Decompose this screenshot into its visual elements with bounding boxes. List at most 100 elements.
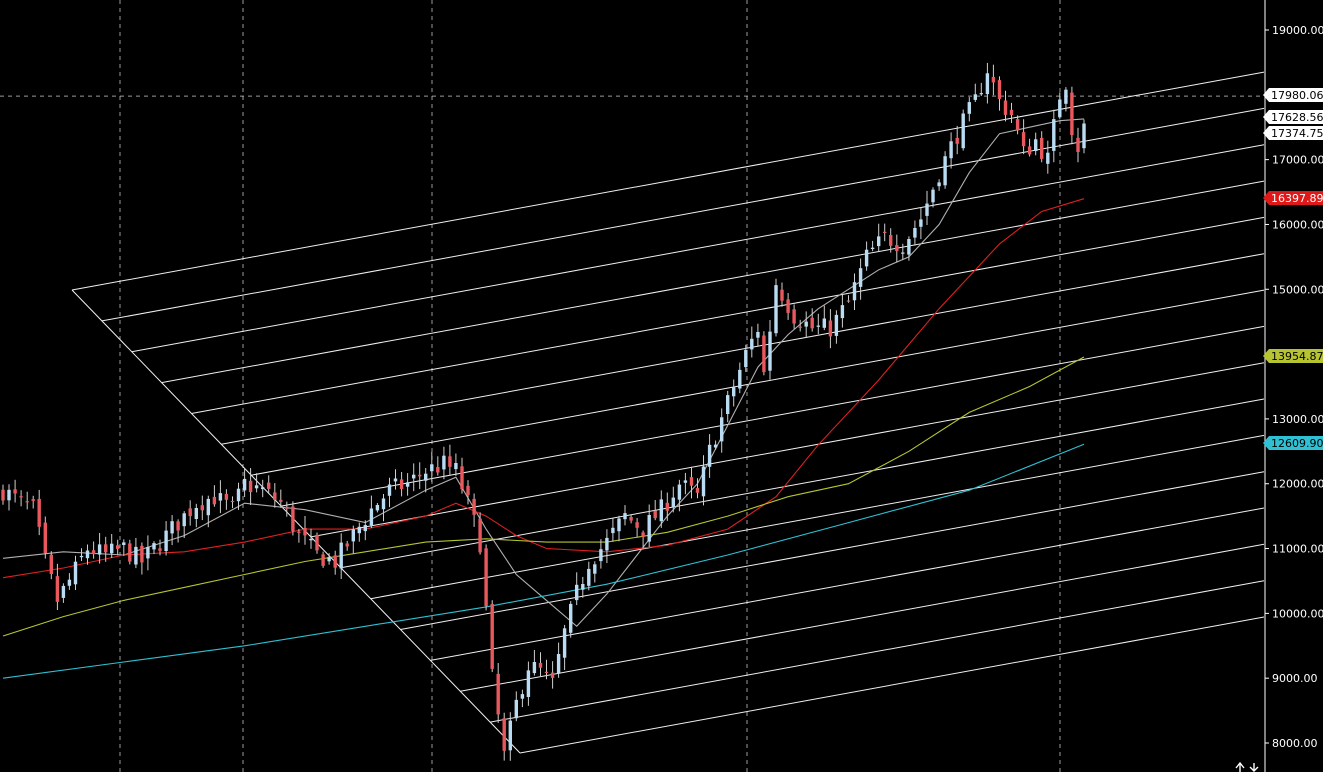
candle-down (478, 518, 482, 553)
candle-up (870, 247, 875, 249)
candle-down (1, 489, 5, 501)
candle-down (629, 517, 633, 521)
channel-line[interactable] (519, 616, 1265, 754)
candle-up (671, 497, 675, 507)
scroll-down-icon[interactable] (1249, 763, 1259, 772)
candle-up (713, 444, 718, 448)
channel-line[interactable] (430, 507, 1265, 661)
candle-down (31, 499, 35, 501)
candle-up (532, 662, 537, 674)
candle-up (79, 555, 84, 558)
candle-up (581, 584, 585, 590)
candle-down (43, 522, 47, 553)
candle-up (804, 321, 808, 327)
candle-down (502, 718, 506, 751)
channel-line[interactable] (400, 471, 1265, 630)
price-tick-label: 16000.00 (1272, 219, 1323, 232)
candle-down (792, 309, 796, 324)
candle-down (635, 522, 639, 528)
channel-line[interactable] (460, 543, 1265, 692)
candle-down (997, 80, 1002, 99)
candle-up (858, 268, 863, 287)
candle-down (49, 554, 53, 574)
candle-up (236, 488, 241, 502)
candle-up (864, 249, 869, 267)
channel-line[interactable] (221, 253, 1265, 445)
candle-down (665, 502, 669, 511)
andrews-pitchfork-channel-lines[interactable] (71, 71, 1265, 754)
price-tick-label: 17000.00 (1272, 154, 1323, 167)
channel-line[interactable] (131, 144, 1265, 353)
candle-down (285, 506, 289, 509)
candle-down (1070, 92, 1074, 136)
candle-up (1034, 139, 1038, 151)
price-tick-label: 13000.00 (1272, 413, 1323, 426)
candle-down (436, 467, 440, 473)
price-badge-shape (1263, 436, 1323, 450)
candle-up (242, 478, 247, 491)
candle-down (538, 662, 543, 668)
candle-down (786, 299, 790, 313)
candle-down (1076, 137, 1080, 152)
candle-down (780, 289, 784, 301)
scroll-up-icon[interactable] (1235, 761, 1245, 772)
candle-down (798, 326, 802, 328)
channel-line[interactable] (281, 325, 1265, 507)
candle-down (345, 543, 349, 547)
candle-up (569, 603, 573, 633)
candle-down (188, 508, 192, 517)
candle-up (816, 325, 820, 327)
channel-line[interactable] (191, 216, 1265, 414)
channel-line[interactable] (101, 107, 1265, 322)
channel-line[interactable] (251, 289, 1265, 476)
price-badge-red: 16397.89 (1263, 191, 1323, 205)
candle-up (587, 568, 591, 586)
candle-up (442, 455, 446, 470)
candle-up (430, 464, 434, 472)
candle-up (1046, 152, 1050, 164)
candle-down (104, 544, 108, 553)
pitchfork-handle-line[interactable] (71, 289, 521, 754)
price-tick-label: 10000.00 (1272, 607, 1323, 620)
candle-up (840, 305, 845, 319)
channel-line[interactable] (370, 434, 1265, 600)
candle-down (550, 672, 555, 678)
candle-up (720, 417, 724, 442)
candle-up (973, 94, 977, 100)
moving-average-line-2 (2, 198, 1085, 579)
channel-line[interactable] (161, 180, 1265, 384)
price-tick-label: 9000.00 (1272, 672, 1318, 685)
candle-up (339, 542, 343, 569)
candle-up (454, 463, 458, 470)
price-axis[interactable]: 19000.00 17000.00 16000.00 15000.00 13000.00… (1264, 0, 1323, 772)
candle-down (128, 543, 132, 562)
candle-down (466, 485, 470, 495)
candle-up (351, 529, 355, 542)
candle-down (91, 550, 96, 555)
candle-down (1003, 100, 1008, 115)
candle-up (593, 564, 597, 574)
candle-down (273, 492, 277, 500)
candle-up (520, 694, 525, 699)
candle-up (1082, 123, 1086, 149)
candle-down (333, 555, 337, 568)
scroll-controls[interactable] (1235, 761, 1259, 772)
candle-up (381, 498, 386, 510)
candle-up (659, 499, 663, 522)
candle-up (182, 513, 186, 527)
price-badge-shape (1263, 191, 1323, 205)
price-badge-label: 17374.75 (1271, 127, 1323, 140)
candle-down (224, 493, 229, 500)
channel-line[interactable] (310, 362, 1265, 538)
candle-up (67, 579, 72, 586)
price-badge-white: 17374.75 (1263, 126, 1323, 140)
channel-line[interactable] (71, 71, 1265, 291)
candle-up (97, 544, 102, 555)
candle-up (393, 478, 398, 482)
candle-up (261, 487, 265, 490)
channel-line[interactable] (490, 580, 1265, 723)
candle-down (448, 456, 452, 467)
moving-averages (2, 118, 1085, 679)
